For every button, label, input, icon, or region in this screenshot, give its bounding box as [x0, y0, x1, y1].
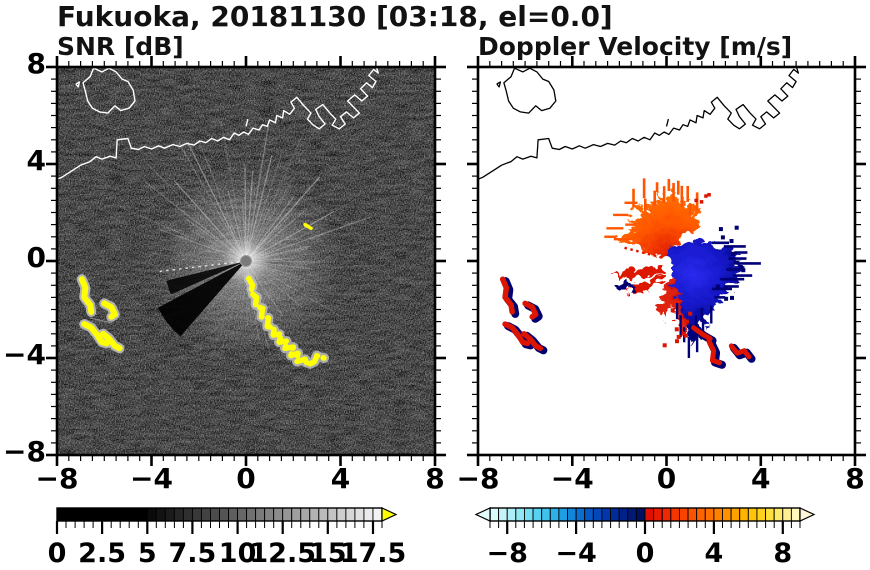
- colorbar-under-arrow: [474, 507, 491, 522]
- colorbar-over-arrow: [799, 507, 816, 522]
- y-tick-label: 8: [26, 47, 46, 80]
- y-tick-label: −4: [3, 338, 46, 371]
- doppler-panel-title: Doppler Velocity [m/s]: [478, 32, 793, 61]
- x-tick-label: 8: [425, 462, 445, 495]
- x-tick-label: −8: [456, 462, 500, 495]
- colorbar-over-arrow: [381, 507, 398, 522]
- x-tick-label: 4: [330, 462, 351, 495]
- snr-colorbar: 0 2.5 5 7.5 10 12.5 15 17.5: [40, 498, 420, 570]
- x-tick-label: −4: [550, 462, 594, 495]
- figure-title: Fukuoka, 20181130 [03:18, el=0.0]: [57, 0, 613, 33]
- snr-image: [57, 67, 435, 455]
- svg-text:4: 4: [705, 538, 724, 569]
- svg-text:17.5: 17.5: [340, 538, 407, 569]
- svg-text:8: 8: [773, 538, 792, 569]
- cluster-echoes: [499, 276, 548, 355]
- ship-echo-chain: [243, 273, 329, 371]
- x-tick-label: 0: [656, 462, 677, 495]
- x-tick-label: 0: [236, 462, 256, 495]
- doppler-image: [478, 67, 855, 455]
- svg-text:0: 0: [48, 538, 67, 569]
- svg-text:0: 0: [636, 538, 655, 569]
- svg-text:12.5: 12.5: [249, 538, 316, 569]
- x-tick-label: −8: [35, 462, 79, 495]
- y-tick-label: 4: [26, 144, 46, 177]
- toward-velocity-lobe: [667, 235, 742, 341]
- svg-text:5: 5: [138, 538, 157, 569]
- svg-text:−8: −8: [486, 538, 527, 569]
- svg-text:7.5: 7.5: [168, 538, 216, 569]
- svg-text:10: 10: [219, 538, 257, 569]
- y-tick-label: 0: [26, 241, 46, 274]
- away-velocity-lobe: [612, 187, 698, 255]
- radar-site-dot: [661, 256, 672, 266]
- svg-text:2.5: 2.5: [78, 538, 126, 569]
- chain-echoes: [691, 325, 756, 369]
- x-tick-label: −4: [130, 462, 173, 495]
- x-tick-label: 8: [845, 462, 865, 495]
- doppler-plot: [464, 53, 869, 469]
- velocity-spikes: [604, 178, 761, 358]
- y-tick-label: −8: [3, 435, 46, 468]
- ship-echo-cluster: [76, 222, 313, 354]
- snr-panel-title: SNR [dB]: [57, 32, 184, 61]
- doppler-colorbar: −8 −4 0 4 8: [455, 498, 855, 570]
- svg-text:−4: −4: [555, 538, 596, 569]
- svg-text:15: 15: [309, 538, 347, 569]
- snr-plot: [43, 53, 449, 469]
- radar-site-dot: [240, 255, 252, 267]
- x-tick-label: 4: [751, 462, 771, 495]
